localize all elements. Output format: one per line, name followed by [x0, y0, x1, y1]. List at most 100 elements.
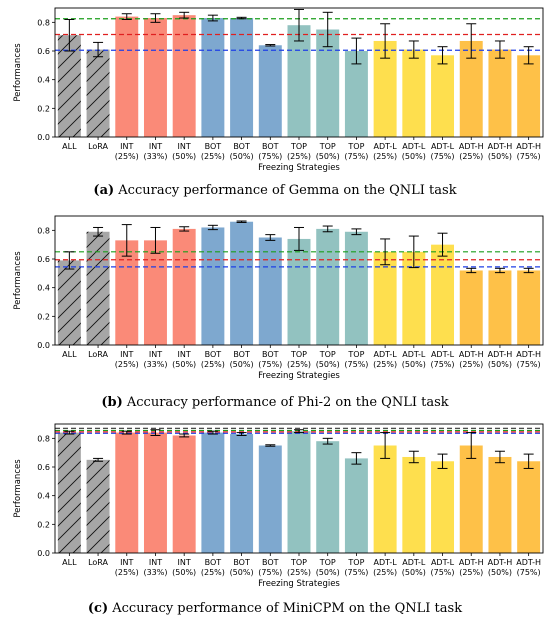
caption-b: (b) Accuracy performance of Phi-2 on the… — [0, 395, 550, 410]
x-tick-label: INT — [178, 350, 191, 359]
caption-b-text: Accuracy performance of Phi-2 on the QNL… — [126, 395, 449, 410]
x-tick-label: ALL — [62, 558, 77, 567]
x-tick-sublabel: (25%) — [201, 568, 225, 577]
bar — [517, 55, 541, 137]
x-tick-sublabel: (25%) — [115, 568, 139, 577]
bar — [143, 240, 167, 345]
x-tick-sublabel: (33%) — [143, 152, 167, 161]
bar — [258, 237, 282, 345]
x-tick-label: TOP — [290, 558, 307, 567]
bar — [287, 431, 311, 553]
x-tick-sublabel: (75%) — [517, 152, 541, 161]
x-tick-label: ADT-L — [374, 350, 398, 359]
caption-a-text: Accuracy performance of Gemma on the QNL… — [118, 183, 457, 198]
bar — [373, 445, 397, 553]
x-tick-sublabel: (25%) — [373, 360, 397, 369]
bar — [230, 18, 254, 137]
x-tick-label: TOP — [347, 558, 364, 567]
x-tick-sublabel: (25%) — [459, 360, 483, 369]
bar — [344, 231, 368, 345]
y-tick-label: 0.2 — [37, 104, 50, 113]
y-tick-label: 0.4 — [37, 492, 50, 501]
bar — [488, 270, 512, 345]
bar — [201, 227, 225, 345]
x-tick-label: INT — [120, 558, 133, 567]
bar — [431, 461, 455, 553]
bar — [115, 432, 139, 553]
bar-hatch — [86, 459, 110, 553]
x-tick-sublabel: (50%) — [402, 152, 426, 161]
x-tick-label: ADT-H — [459, 558, 484, 567]
x-axis-label: Freezing Strategies — [258, 371, 340, 381]
bar — [230, 221, 254, 345]
bar — [431, 244, 455, 345]
x-tick-label: BOT — [205, 142, 222, 151]
bar — [316, 441, 340, 553]
bar — [316, 228, 340, 345]
x-tick-sublabel: (33%) — [143, 568, 167, 577]
chart-panel-c: 0.0 0.2 0.4 0.6 0.8 ALL LoRA INT (25%) INT (33%) IN… — [0, 416, 550, 622]
x-tick-label: BOT — [205, 558, 222, 567]
y-tick-label: 0.6 — [37, 255, 50, 264]
y-axis-label: Performances — [13, 251, 23, 310]
y-tick-label: 0.8 — [37, 226, 50, 235]
x-tick-sublabel: (33%) — [143, 360, 167, 369]
x-tick-sublabel: (25%) — [373, 152, 397, 161]
x-tick-label: ALL — [62, 142, 77, 151]
x-tick-label: INT — [149, 142, 162, 151]
x-tick-sublabel: (25%) — [201, 360, 225, 369]
x-tick-label: INT — [120, 142, 133, 151]
bar-hatch — [86, 49, 110, 137]
x-tick-label: TOP — [319, 558, 336, 567]
bar — [115, 16, 139, 138]
bar — [431, 55, 455, 137]
y-axis-label: Performances — [13, 43, 23, 102]
x-tick-label: INT — [149, 558, 162, 567]
bar — [344, 458, 368, 553]
x-tick-label: TOP — [319, 142, 336, 151]
bar — [230, 434, 254, 553]
x-tick-label: TOP — [319, 350, 336, 359]
bar-hatch — [57, 432, 81, 553]
x-tick-label: ADT-H — [516, 142, 541, 151]
bar — [172, 15, 196, 138]
bar — [517, 270, 541, 345]
chart-panel-a: 0.0 0.2 0.4 0.6 0.8 ALL LoRA INT (25%) INT (33%) IN… — [0, 0, 550, 208]
bar — [344, 51, 368, 137]
chart-panel-b: 0.0 0.2 0.4 0.6 0.8 ALL LoRA INT (25%) INT (33%) IN… — [0, 208, 550, 416]
x-tick-label: INT — [178, 142, 191, 151]
bar — [488, 49, 512, 137]
bar-hatch — [86, 231, 110, 345]
x-tick-label: LoRA — [88, 350, 108, 359]
x-tick-sublabel: (25%) — [459, 152, 483, 161]
x-tick-sublabel: (50%) — [172, 360, 196, 369]
bar — [402, 49, 426, 137]
y-tick-label: 0.0 — [37, 341, 50, 350]
bar — [201, 432, 225, 553]
y-tick-label: 0.8 — [37, 434, 50, 443]
bar — [459, 40, 483, 137]
y-tick-label: 0.2 — [37, 520, 50, 529]
x-tick-label: INT — [178, 558, 191, 567]
bar — [258, 45, 282, 138]
x-tick-sublabel: (50%) — [488, 152, 512, 161]
x-tick-sublabel: (75%) — [344, 568, 368, 577]
bar — [287, 25, 311, 138]
y-tick-label: 0.0 — [37, 549, 50, 558]
x-tick-sublabel: (50%) — [488, 568, 512, 577]
caption-c-text: Accuracy performance of MiniCPM on the Q… — [112, 601, 463, 616]
caption-a: (a) Accuracy performance of Gemma on the… — [0, 183, 550, 198]
caption-b-tag: (b) — [101, 395, 123, 410]
x-tick-label: BOT — [233, 142, 250, 151]
x-tick-sublabel: (25%) — [287, 152, 311, 161]
x-tick-label: ADT-L — [374, 142, 398, 151]
bar — [402, 456, 426, 553]
y-tick-label: 0.6 — [37, 463, 50, 472]
x-tick-label: BOT — [262, 350, 279, 359]
bar — [287, 238, 311, 345]
x-tick-sublabel: (50%) — [230, 152, 254, 161]
y-tick-label: 0.2 — [37, 312, 50, 321]
x-axis-label: Freezing Strategies — [258, 579, 340, 589]
x-tick-sublabel: (25%) — [287, 360, 311, 369]
